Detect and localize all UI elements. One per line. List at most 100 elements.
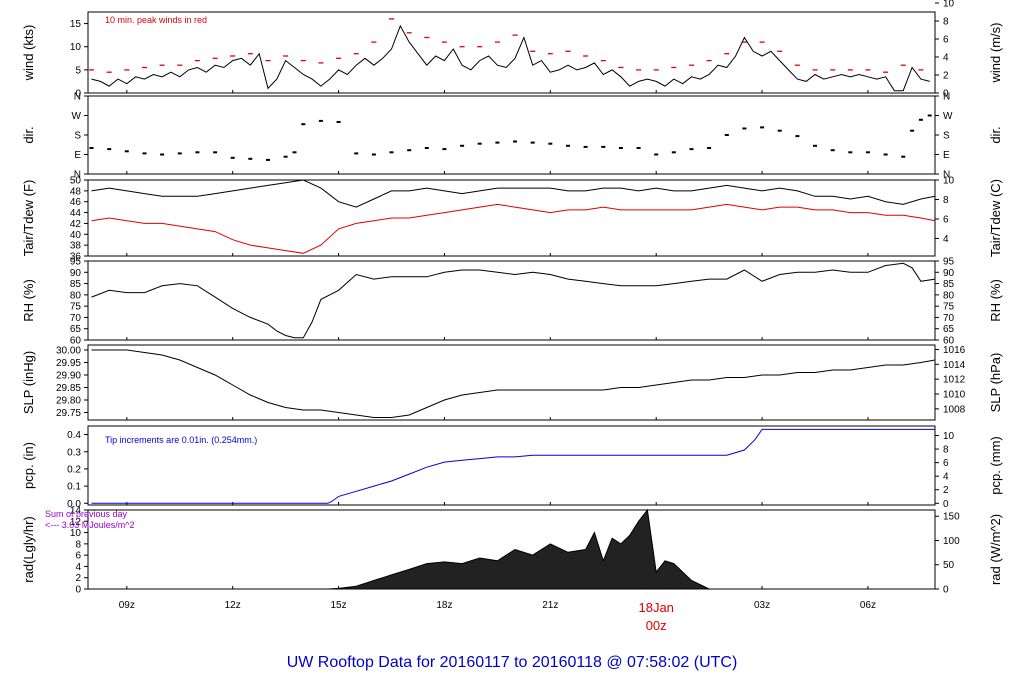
right-tick-label: 1016 — [943, 345, 966, 356]
series-area — [327, 508, 710, 590]
date-label-day: 18Jan — [638, 600, 673, 615]
left-tick-label: 0.3 — [67, 447, 81, 458]
data-point — [336, 121, 341, 123]
left-tick-label: 8 — [75, 539, 81, 550]
left-tick-label: 60 — [70, 336, 82, 347]
right-tick-label: 4 — [943, 472, 949, 483]
right-tick-label: 65 — [943, 324, 955, 335]
panel-pcp: 0.0 0.1 0.2 0.3 0.4 0 2 4 6 8 10 pcp. (in) pcp. (mm)… — [21, 425, 1003, 510]
left-tick-label: 29.95 — [56, 358, 81, 369]
right-tick-label: 50 — [943, 560, 955, 571]
left-tick-label: 40 — [70, 230, 82, 241]
data-point — [266, 158, 270, 161]
right-tick-label: 80 — [943, 290, 955, 301]
panel-frame — [87, 425, 936, 506]
right-tick-label: 10 — [943, 0, 955, 10]
data-point — [124, 150, 129, 153]
data-point — [636, 147, 641, 149]
y-axis-label-right: wind (m/s) — [988, 23, 1003, 84]
chart-title: UW Rooftop Data for 20160117 to 20160118… — [287, 654, 738, 671]
y-axis-label-right: RH (%) — [988, 279, 1003, 322]
right-tick-label: 8 — [943, 17, 949, 28]
right-tick-label: S — [943, 131, 950, 142]
panel-frame — [87, 260, 936, 341]
left-tick-label: E — [74, 150, 81, 161]
data-point — [142, 152, 147, 155]
data-point — [424, 147, 429, 149]
left-tick-label: S — [74, 131, 81, 142]
right-tick-label: 4 — [943, 234, 949, 245]
right-tick-label: 1012 — [943, 375, 966, 386]
data-point — [160, 153, 165, 156]
left-tick-label: N — [74, 170, 81, 181]
panel-frame — [87, 344, 936, 421]
y-axis-label: wind (kts) — [21, 25, 36, 82]
y-axis-label-right: Tair/Tdew (C) — [988, 179, 1003, 257]
left-tick-label: 80 — [70, 290, 82, 301]
time-tick-label: 15z — [331, 600, 347, 611]
data-point — [830, 149, 835, 152]
y-axis-label-right: rad (W/m^2) — [988, 514, 1003, 585]
right-tick-label: N — [943, 92, 950, 103]
series-line — [91, 349, 936, 418]
data-point — [460, 144, 465, 147]
left-tick-label: 6 — [75, 551, 81, 562]
right-tick-label: 0 — [943, 89, 949, 100]
time-tick-label: 21z — [542, 600, 558, 611]
left-tick-label: 85 — [70, 279, 82, 290]
right-tick-label: 2 — [943, 71, 949, 82]
time-tick-label: 06z — [860, 600, 876, 611]
y-axis-label: dir. — [21, 126, 36, 143]
y-axis-label: pcp. (in) — [21, 442, 36, 489]
right-tick-label: E — [943, 150, 950, 161]
data-point — [213, 151, 218, 154]
series-line — [91, 428, 935, 504]
data-point — [760, 126, 765, 129]
y-axis-label-right: pcp. (mm) — [988, 436, 1003, 495]
data-point — [918, 118, 923, 121]
series-line — [91, 262, 936, 339]
left-tick-label: 29.85 — [56, 383, 81, 394]
series-line — [91, 24, 930, 92]
data-point — [848, 151, 853, 154]
data-point — [177, 152, 182, 155]
left-tick-label: 42 — [70, 219, 82, 230]
data-point — [777, 129, 782, 132]
data-point — [654, 153, 659, 156]
left-tick-label: 90 — [70, 268, 82, 279]
right-tick-label: 6 — [943, 35, 949, 46]
pcp-annotation: Tip increments are 0.01in. (0.254mm.) — [105, 435, 257, 445]
rad-annotation-line2: <--- 3.03 MJoules/m^2 — [45, 520, 135, 530]
data-point — [107, 148, 112, 151]
time-tick-label: 12z — [225, 600, 241, 611]
data-point — [354, 152, 359, 155]
left-tick-label: 36 — [70, 252, 82, 263]
left-tick-label: 2 — [75, 573, 81, 584]
time-tick-label: 03z — [754, 600, 770, 611]
data-point — [901, 155, 906, 158]
left-tick-label: 65 — [70, 324, 82, 335]
data-point — [795, 135, 800, 138]
right-tick-label: 95 — [943, 257, 955, 268]
data-point — [865, 151, 870, 154]
left-tick-label: 5 — [75, 65, 81, 76]
right-tick-label: 1014 — [943, 360, 966, 371]
left-tick-label: 4 — [75, 562, 81, 573]
left-tick-label: 46 — [70, 197, 82, 208]
right-tick-label: 1008 — [943, 404, 966, 415]
rad-annotation-line1: Sum of previous day — [45, 509, 128, 519]
data-point — [513, 140, 517, 143]
data-point — [89, 147, 94, 149]
left-tick-label: 75 — [70, 302, 82, 313]
left-tick-label: 0 — [75, 89, 81, 100]
data-point — [548, 142, 553, 145]
data-point — [671, 151, 676, 154]
left-tick-label: 30.00 — [56, 346, 81, 357]
data-point — [601, 145, 606, 148]
data-point — [195, 151, 200, 154]
data-point — [910, 129, 915, 132]
